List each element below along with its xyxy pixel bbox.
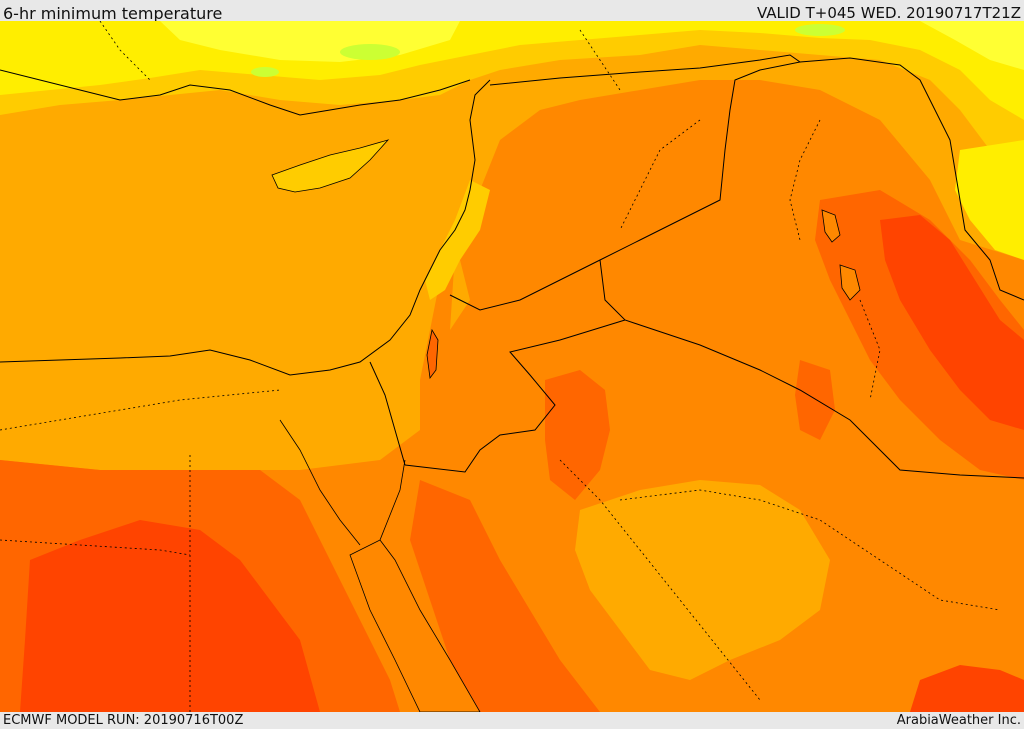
- light-yellow-east: [920, 21, 1024, 70]
- lake-tharthar: [821, 209, 841, 243]
- valid-time: VALID T+045 WED. 20190717T21Z: [756, 4, 1021, 22]
- admin-borders: [0, 21, 1001, 712]
- border-egypt-israel: [369, 361, 406, 466]
- egypt-hot-zone: [20, 520, 320, 712]
- header-bar: 6-hr minimum temperature VALID T+045 WED…: [0, 0, 1024, 23]
- nafud-dark-zone: [545, 370, 610, 500]
- border-jordan-saudi: [404, 319, 626, 473]
- lake-razazah: [839, 264, 861, 301]
- levant-north-zone: [450, 21, 1024, 330]
- map-canvas: [0, 21, 1024, 712]
- green-patch-2: [251, 67, 279, 77]
- gulf-of-suez: [279, 419, 361, 546]
- border-iraq-saudi: [599, 259, 1024, 479]
- dead-sea: [426, 328, 439, 380]
- iraq-west-dark-zone: [795, 360, 835, 440]
- zagros-yellow: [955, 140, 1024, 260]
- credit-label: ArabiaWeather Inc.: [896, 713, 1021, 728]
- hejaz-dark-zone: [410, 480, 600, 712]
- cyprus: [271, 139, 390, 193]
- green-patch-1: [340, 44, 400, 60]
- model-run: ECMWF MODEL RUN: 20190716T00Z: [3, 713, 244, 728]
- turkey-coastline: [0, 69, 471, 116]
- border-syria-iraq: [449, 54, 802, 311]
- med-coastline: [0, 79, 491, 376]
- southeast-hot-zone: [910, 665, 1024, 712]
- footer-bar: ECMWF MODEL RUN: 20190716T00Z ArabiaWeat…: [0, 712, 1024, 729]
- temperature-map[interactable]: [0, 21, 1024, 712]
- green-patch-3: [795, 24, 845, 36]
- gulf-hot-zone: [880, 215, 1024, 430]
- levant-coast-yellow: [425, 180, 490, 300]
- border-iraq-iran: [799, 57, 1024, 301]
- iraq-dark-zone: [815, 190, 1024, 480]
- map-title: 6-hr minimum temperature: [3, 4, 223, 23]
- arabia-central-zone: [575, 480, 830, 680]
- red-sea: [349, 539, 481, 712]
- gulf-of-aqaba: [379, 459, 406, 541]
